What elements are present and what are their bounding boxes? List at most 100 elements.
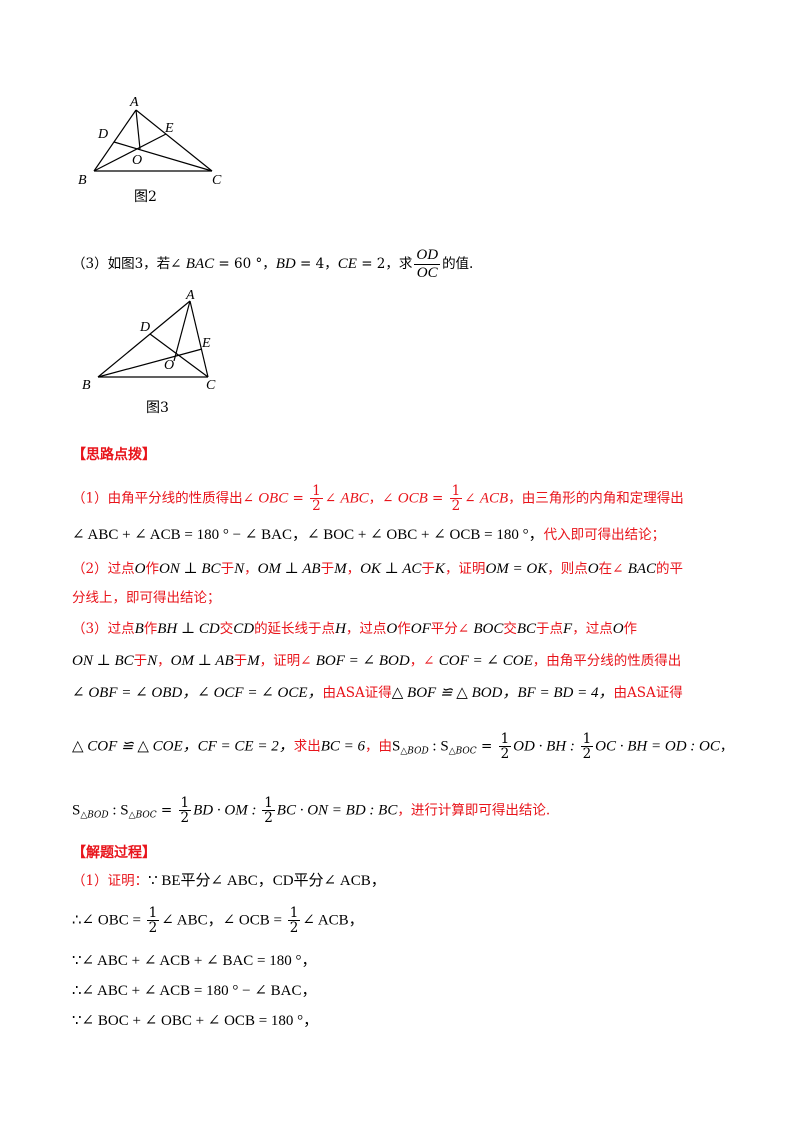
hint-line-7: ∠ OBF = ∠ OBD，∠ OCF = ∠ OCE，由ASA证得△ BOF … bbox=[72, 686, 683, 701]
t: 1 bbox=[580, 731, 594, 748]
t: ，由角平分线的性质得出 bbox=[532, 653, 682, 669]
t: OM = OK bbox=[485, 561, 548, 577]
label-o: O bbox=[164, 358, 174, 373]
segment-ao bbox=[173, 300, 191, 362]
hint-line-9: S△BOD : S△BOC = 1 2 BD · OM : 1 2 BC · ON = … bbox=[72, 796, 550, 826]
solution-line-3: ∵∠ ABC + ∠ ACB + ∠ BAC = 180 °， bbox=[72, 953, 317, 969]
t: （3）过点 bbox=[72, 621, 135, 637]
t: COF = ∠ COE bbox=[438, 653, 533, 669]
label-b: B bbox=[82, 378, 91, 393]
label-o: O bbox=[132, 153, 142, 168]
q3-eq2: = 2，求 bbox=[356, 256, 413, 273]
t: OF bbox=[410, 621, 431, 637]
figure-2-diagram: A B C D E O bbox=[78, 95, 222, 188]
t: 的平 bbox=[656, 561, 684, 577]
label-a: A bbox=[129, 95, 139, 110]
hint-line-4: 分线上，即可得出结论； bbox=[72, 590, 221, 606]
t: ，∠ bbox=[368, 490, 398, 507]
label-e: E bbox=[201, 336, 211, 351]
t: ， bbox=[157, 653, 171, 669]
t: BOC bbox=[473, 621, 504, 637]
t: BC bbox=[516, 621, 537, 637]
t: BC = 6 bbox=[320, 738, 366, 755]
t: BH ⊥ CD bbox=[157, 621, 220, 637]
t: 求出 bbox=[293, 738, 321, 755]
t: 2 bbox=[500, 746, 510, 763]
t: BD · OM : bbox=[193, 802, 261, 819]
label-c: C bbox=[206, 378, 216, 393]
solution-heading: 【解题过程】 bbox=[72, 845, 156, 861]
t: B bbox=[134, 621, 144, 637]
t: ，过点 bbox=[345, 621, 387, 637]
t: 1 bbox=[449, 483, 463, 500]
t: ，进行计算即可得出结论. bbox=[397, 802, 551, 819]
t: M bbox=[247, 653, 260, 669]
t: △BOD bbox=[400, 746, 429, 757]
t: : S bbox=[428, 738, 449, 755]
t: BAC bbox=[627, 561, 657, 577]
t: 代入即可得出结论； bbox=[543, 527, 666, 543]
q3-ce: CE bbox=[337, 256, 357, 273]
t: ， bbox=[346, 561, 361, 577]
label-c: C bbox=[212, 173, 222, 188]
t: ∴∠ OBC = bbox=[72, 912, 145, 929]
t: OD · BH : bbox=[513, 738, 579, 755]
label-a: A bbox=[185, 288, 195, 303]
t: 1 bbox=[262, 795, 275, 812]
figure-2-caption: 图2 bbox=[134, 189, 157, 205]
t: 交 bbox=[503, 621, 517, 637]
t: 1 bbox=[178, 795, 192, 812]
t: OCB bbox=[397, 490, 428, 507]
t: ABC bbox=[340, 490, 369, 507]
hint-line-3: （2）过点O作ON ⊥ BC于N，OM ⊥ AB于M，OK ⊥ AC于K，证明O… bbox=[72, 562, 683, 577]
t: 在∠ bbox=[598, 561, 628, 577]
hint-line-6: ON ⊥ BC于N，OM ⊥ AB于M，证明∠ BOF = ∠ BOD，∠ CO… bbox=[72, 654, 681, 669]
solution-line-2: ∴∠ OBC = 1 2 ∠ ABC，∠ OCB = 1 2 ∠ ACB， bbox=[72, 906, 364, 936]
t: N bbox=[234, 561, 245, 577]
t: ∠ bbox=[464, 490, 480, 507]
q3-eq60: = 60 °， bbox=[214, 256, 276, 273]
side-ab bbox=[97, 300, 191, 378]
t: ，证明∠ bbox=[259, 653, 316, 669]
q3-suffix: 的值. bbox=[442, 256, 474, 273]
t: ∠ ACB， bbox=[302, 912, 364, 929]
t: 2 bbox=[582, 746, 592, 763]
figure-3-caption: 图3 bbox=[146, 400, 169, 416]
segment-ao bbox=[135, 109, 141, 150]
t: ，由 bbox=[365, 738, 393, 755]
t: OBC bbox=[258, 490, 289, 507]
t: BC · ON = BD : BC bbox=[276, 802, 398, 819]
t: F bbox=[563, 621, 573, 637]
t: ，过点 bbox=[572, 621, 613, 637]
t: O bbox=[612, 621, 624, 637]
hint-line-5: （3）过点B作BH ⊥ CD交CD的延长线于点H，过点O作OF平分∠ BOC交B… bbox=[72, 622, 637, 637]
figure-2: A B C D E O 图2 bbox=[70, 92, 240, 205]
t: ， bbox=[244, 561, 258, 577]
t: ∠ ABC，∠ OCB = bbox=[161, 912, 286, 929]
q3-bd: BD bbox=[275, 256, 296, 273]
t: 2 bbox=[312, 498, 321, 515]
t: △ COF ≌ △ COE，CF = CE = 2， bbox=[72, 738, 294, 755]
q3-angle: BAC bbox=[185, 256, 215, 273]
label-d: D bbox=[139, 320, 150, 335]
t: CD bbox=[233, 621, 255, 637]
question-3: （3）如图3，若∠ BAC = 60 °，BD = 4，CE = 2，求 OD OC… bbox=[72, 247, 474, 281]
segment-be bbox=[93, 133, 167, 172]
q3-prefix: （3）如图3，若∠ bbox=[72, 256, 186, 273]
t: ACB bbox=[479, 490, 509, 507]
t: 作 bbox=[145, 561, 159, 577]
hint-heading: 【思路点拨】 bbox=[72, 447, 156, 463]
t: ， bbox=[719, 738, 734, 755]
t: 2 bbox=[148, 920, 158, 937]
t: H bbox=[335, 621, 346, 637]
t: ∠ bbox=[324, 490, 341, 507]
t: △BOC bbox=[448, 746, 477, 757]
hint-line-1: （1）由角平分线的性质得出∠ OBC = 1 2 ∠ ABC，∠ OCB = 1 2 ∠… bbox=[72, 484, 684, 514]
t: 1 bbox=[498, 731, 512, 748]
t: S bbox=[392, 738, 401, 755]
t: 平分∠ bbox=[430, 621, 474, 637]
